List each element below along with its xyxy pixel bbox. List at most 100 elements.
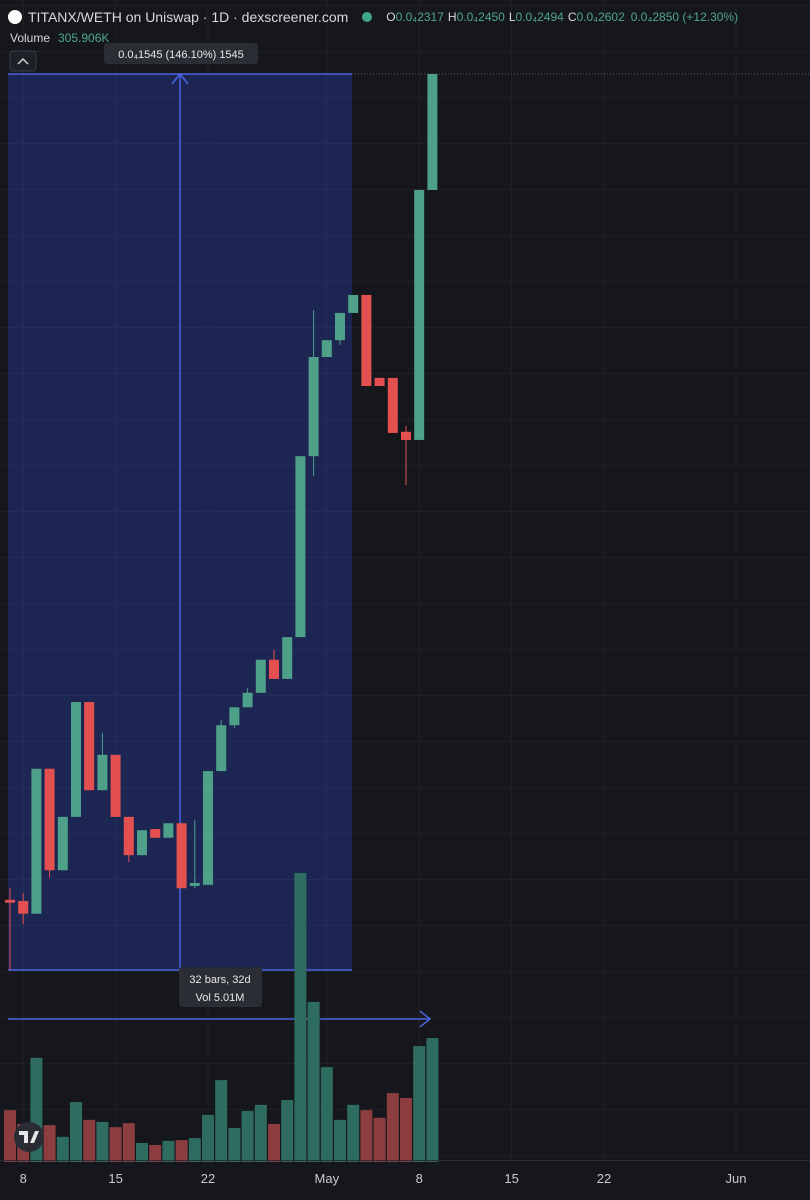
candle-body xyxy=(123,816,134,856)
candle-body xyxy=(150,829,161,838)
candle-body xyxy=(18,900,29,914)
measure-bars-label: 32 bars, 32d xyxy=(189,974,250,986)
volume-bar xyxy=(56,1136,69,1162)
volume-bar xyxy=(70,1102,82,1162)
o-value: 0.0₄2317 xyxy=(395,10,444,24)
volume-readout: 305.906K xyxy=(58,31,110,45)
volume-bar xyxy=(360,1110,373,1162)
x-tick-label: 8 xyxy=(416,1171,423,1186)
c-value: 0.0₄2602 xyxy=(576,10,625,24)
candle-body xyxy=(242,692,253,708)
x-tick-label: 22 xyxy=(201,1171,215,1186)
collapse-button[interactable] xyxy=(9,50,37,72)
candle-body xyxy=(97,754,108,791)
l-value: 0.0₄2494 xyxy=(515,10,564,24)
candle-body xyxy=(31,768,42,914)
x-tick-label: May xyxy=(315,1171,340,1186)
candle-body xyxy=(295,456,306,638)
x-tick-label: 8 xyxy=(20,1171,27,1186)
volume-bar xyxy=(149,1144,162,1162)
volume-bar xyxy=(373,1117,386,1162)
change-value: 0.0₄2850 (+12.30%) xyxy=(630,10,739,24)
x-tick-label: 15 xyxy=(504,1171,518,1186)
candles xyxy=(5,74,438,970)
chart-header: TITANX/WETH on Uniswap · 1D · dexscreene… xyxy=(8,6,738,28)
h-value: 0.0₄2450 xyxy=(456,10,505,24)
candle-body xyxy=(414,189,425,440)
o-label: O xyxy=(386,10,396,24)
volume-bar xyxy=(215,1080,228,1162)
volume-bar xyxy=(122,1123,135,1162)
token-icon xyxy=(8,10,22,24)
volume-bar xyxy=(281,1099,294,1162)
candle-body xyxy=(401,431,411,440)
candle-body xyxy=(269,659,279,679)
volume-bar xyxy=(109,1127,122,1162)
candle-body xyxy=(71,702,81,817)
candle-body xyxy=(44,768,55,871)
x-tick-label: Jun xyxy=(726,1171,747,1186)
volume-bar xyxy=(400,1097,412,1162)
candle-body xyxy=(374,377,385,387)
chart-title: TITANX/WETH on Uniswap · 1D · dexscreene… xyxy=(28,9,349,25)
candle-body xyxy=(5,899,15,903)
volume-bar xyxy=(307,1001,320,1162)
volume-bar xyxy=(294,873,307,1162)
volume-bar xyxy=(254,1104,267,1162)
volume-bar xyxy=(175,1140,188,1162)
c-label: C xyxy=(567,10,577,24)
candle-body xyxy=(427,74,438,190)
measure-arrow-up xyxy=(171,72,189,85)
volume-bar xyxy=(43,1125,56,1162)
logo xyxy=(14,1122,44,1152)
candle-body xyxy=(361,294,372,387)
volume-bar xyxy=(426,1038,439,1162)
candle-body xyxy=(321,340,332,358)
candle-body xyxy=(189,883,200,886)
candle-body xyxy=(255,659,266,693)
volume-label: Volume xyxy=(10,31,51,45)
volume-bar xyxy=(162,1140,175,1162)
x-tick-label: 15 xyxy=(108,1171,122,1186)
volume-bar xyxy=(241,1110,254,1162)
h-label: H xyxy=(447,10,457,24)
candle-body xyxy=(110,754,121,817)
volume-bar xyxy=(4,1110,16,1162)
volume-bar xyxy=(188,1138,201,1162)
candle-body xyxy=(282,637,293,679)
measure-info-box xyxy=(179,967,262,1007)
measure-volume-label: Vol 5.01M xyxy=(196,992,245,1004)
candle-body xyxy=(229,707,240,726)
measure-change-label: 0.0₄1545 (146.10%) 1545 xyxy=(118,49,244,61)
status-dot xyxy=(362,12,373,22)
vertical-grid xyxy=(22,0,737,1160)
volume-bar xyxy=(334,1119,346,1162)
volume-bar xyxy=(136,1142,148,1162)
candle-body xyxy=(348,294,359,313)
time-arrow-head xyxy=(419,1010,432,1028)
candle-body xyxy=(335,312,345,341)
horizontal-grid xyxy=(0,0,810,1160)
candle-body xyxy=(176,823,187,889)
candle-body xyxy=(57,816,68,871)
candle-body xyxy=(203,771,213,885)
volume-bar xyxy=(386,1093,399,1162)
l-label: L xyxy=(508,10,516,24)
volume-bar xyxy=(320,1067,333,1162)
candle-body xyxy=(84,702,95,791)
candle-body xyxy=(137,830,147,856)
overlay: 0.0₄1545 (146.10%) 1545 32 bars, 32d Vol 5… xyxy=(104,43,262,1007)
volume-bar xyxy=(268,1123,280,1162)
volume-bar xyxy=(413,1046,426,1162)
volume-legend: Volume 305.906K xyxy=(10,31,109,45)
volume-bar xyxy=(202,1114,214,1162)
volume-bar xyxy=(83,1119,96,1162)
volume-bar xyxy=(228,1127,241,1162)
volume-bar xyxy=(347,1104,360,1162)
x-axis-labels: 8 15 22 May 8 15 22 Jun xyxy=(20,1171,747,1186)
candle-body xyxy=(216,725,227,772)
measure-label-box xyxy=(104,43,258,64)
candle-body xyxy=(387,377,398,433)
